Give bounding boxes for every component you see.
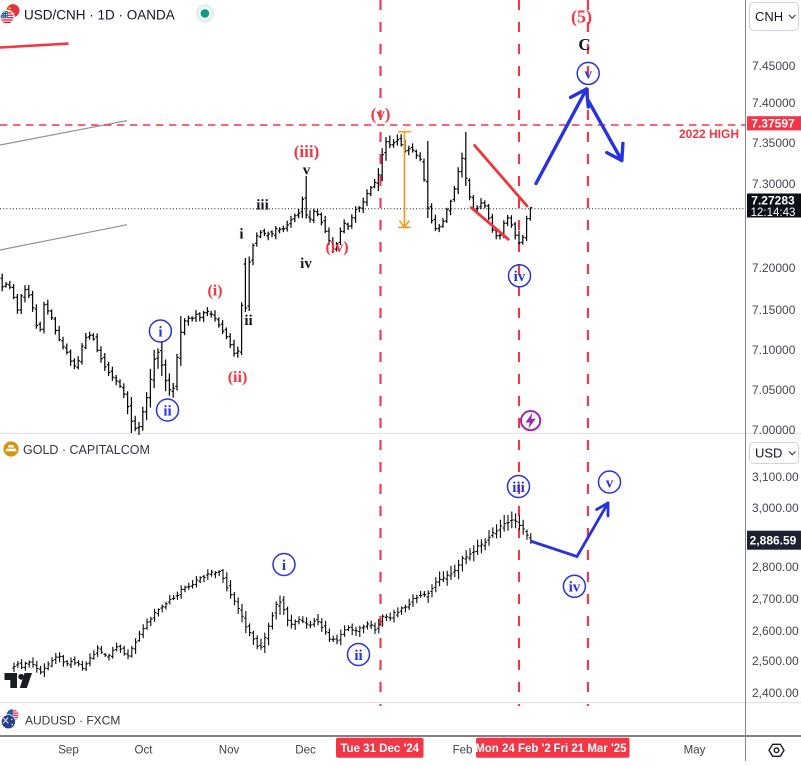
svg-text:i: i xyxy=(282,558,286,574)
svg-text:2,400.00: 2,400.00 xyxy=(752,686,799,700)
svg-text:7.10000: 7.10000 xyxy=(752,343,796,357)
svg-text:7.00000: 7.00000 xyxy=(752,423,796,437)
svg-text:v: v xyxy=(606,475,614,491)
svg-text:GOLD · CAPITALCOM: GOLD · CAPITALCOM xyxy=(23,443,150,457)
svg-text:7.27283: 7.27283 xyxy=(751,194,795,208)
svg-text:2,886.59: 2,886.59 xyxy=(750,534,797,548)
svg-text:7.35000: 7.35000 xyxy=(752,136,796,150)
svg-text:USD/CNH · 1D · OANDA: USD/CNH · 1D · OANDA xyxy=(24,8,175,23)
svg-text:C: C xyxy=(578,35,590,54)
svg-text:12:14:43: 12:14:43 xyxy=(751,207,796,219)
svg-text:(iv): (iv) xyxy=(325,239,348,256)
svg-text:7.45000: 7.45000 xyxy=(752,59,796,73)
svg-text:(v): (v) xyxy=(371,105,391,124)
svg-text:Tue 31 Dec '24: Tue 31 Dec '24 xyxy=(340,743,419,755)
svg-text:Feb: Feb xyxy=(453,745,473,757)
svg-text:3,100.00: 3,100.00 xyxy=(752,470,799,484)
svg-text:7.05000: 7.05000 xyxy=(752,383,796,397)
svg-text:7.15000: 7.15000 xyxy=(752,303,796,317)
svg-text:v: v xyxy=(584,67,592,83)
svg-text:Sep: Sep xyxy=(58,745,78,757)
svg-text:7.20000: 7.20000 xyxy=(752,261,796,275)
svg-text:2022 HIGH: 2022 HIGH xyxy=(679,127,739,141)
svg-text:7.30000: 7.30000 xyxy=(752,177,796,191)
svg-text:iv: iv xyxy=(300,256,312,272)
svg-text:ii: ii xyxy=(244,313,252,329)
svg-text:2,500.00: 2,500.00 xyxy=(752,654,799,668)
svg-text:CNH: CNH xyxy=(755,9,783,24)
svg-text:v: v xyxy=(303,163,311,179)
svg-text:iii: iii xyxy=(256,198,269,214)
svg-text:i: i xyxy=(239,227,243,243)
svg-text:ii: ii xyxy=(163,403,171,419)
svg-text:7.40000: 7.40000 xyxy=(752,96,796,110)
svg-text:ii: ii xyxy=(354,648,362,664)
svg-text:(i): (i) xyxy=(207,282,222,299)
svg-text:Oct: Oct xyxy=(135,745,154,757)
svg-text:Fri 21 Mar '25: Fri 21 Mar '25 xyxy=(553,743,627,755)
svg-text:AUDUSD · FXCM: AUDUSD · FXCM xyxy=(25,714,120,728)
svg-text:2,800.00: 2,800.00 xyxy=(752,560,799,574)
svg-text:2,700.00: 2,700.00 xyxy=(752,592,799,606)
svg-text:iv: iv xyxy=(569,580,581,596)
svg-text:i: i xyxy=(158,324,162,340)
svg-text:USD: USD xyxy=(755,446,782,461)
svg-text:2,600.00: 2,600.00 xyxy=(752,624,799,638)
svg-text:iv: iv xyxy=(514,269,526,285)
svg-text:(ii): (ii) xyxy=(228,369,248,386)
svg-text:Dec: Dec xyxy=(295,745,316,757)
svg-text:7.37597: 7.37597 xyxy=(751,117,795,131)
svg-text:Nov: Nov xyxy=(219,745,240,757)
svg-text:3,000.00: 3,000.00 xyxy=(752,501,799,515)
svg-text:May: May xyxy=(684,745,706,757)
svg-text:iii: iii xyxy=(512,480,525,496)
svg-text:(5): (5) xyxy=(571,7,592,28)
svg-text:(iii): (iii) xyxy=(294,142,320,161)
svg-text:Mon 24 Feb '2: Mon 24 Feb '2 xyxy=(475,743,551,755)
